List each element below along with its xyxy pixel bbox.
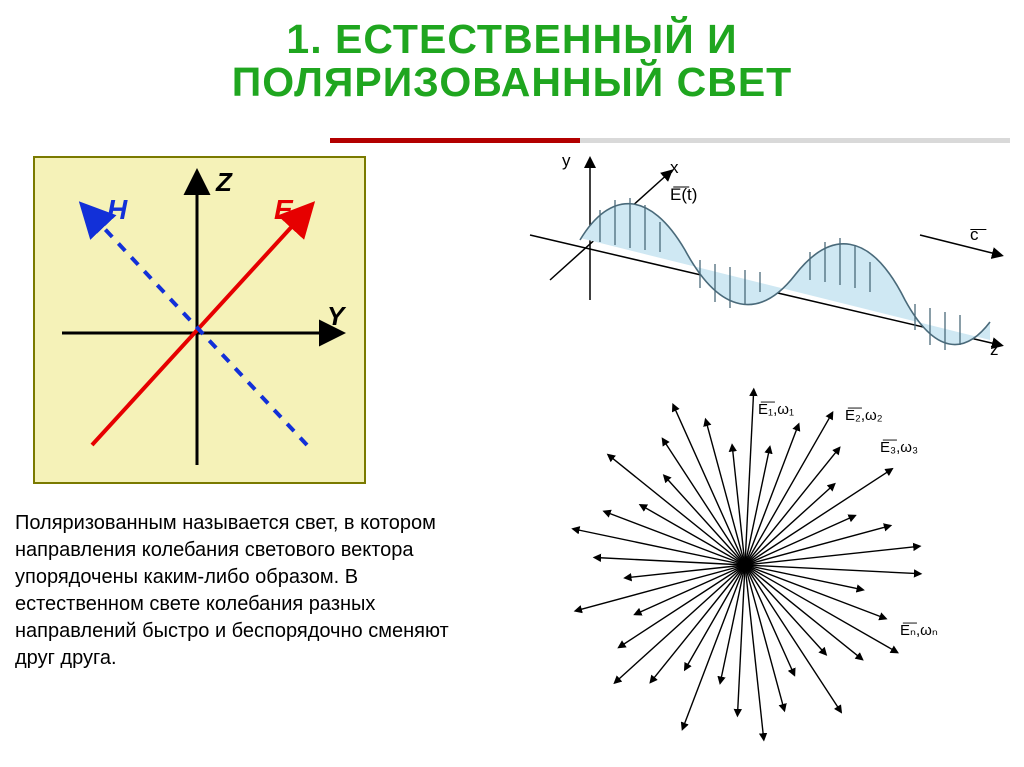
definition-paragraph: Поляризованным называется свет, в которо… <box>15 510 485 672</box>
natural-light-starburst: E͞₁,ω₁ E͞₂,ω₂ E͞₃,ω₃ E͞ₙ,ωₙ <box>500 380 1010 760</box>
h-vector-label: H <box>107 194 128 225</box>
definition-sentence-1: Поляризованным называется свет, в которо… <box>15 512 436 588</box>
starburst-label-3: E͞₃,ω₃ <box>880 439 918 456</box>
wave-c-label: c͞ <box>970 225 986 244</box>
wave-z-label: z <box>990 340 999 359</box>
title-line2: ПОЛЯРИЗОВАННЫЙ СВЕТ <box>232 59 792 105</box>
slide-title: 1. ЕСТЕСТВЕННЫЙ И ПОЛЯРИЗОВАННЫЙ СВЕТ <box>0 18 1024 104</box>
accent-bar-right <box>580 138 1010 143</box>
accent-bar-left <box>330 138 580 143</box>
eh-axes-diagram: Z Y E H <box>32 155 367 485</box>
z-axis-label: Z <box>215 167 233 197</box>
wave-x-label: x <box>670 158 679 177</box>
em-wave-diagram: y x z E͞(t) c͞ <box>500 150 1010 370</box>
wave-e-label: E͞(t) <box>670 185 697 204</box>
starburst-label-1: E͞₁,ω₁ <box>758 401 794 418</box>
starburst-label-2: E͞₂,ω₂ <box>845 407 883 424</box>
e-vector-label: E <box>274 194 294 225</box>
starburst-label-n: E͞ₙ,ωₙ <box>900 622 938 639</box>
wave-y-label: y <box>562 151 571 170</box>
y-axis-label: Y <box>327 301 347 331</box>
title-line1: 1. ЕСТЕСТВЕННЫЙ И <box>286 16 737 62</box>
